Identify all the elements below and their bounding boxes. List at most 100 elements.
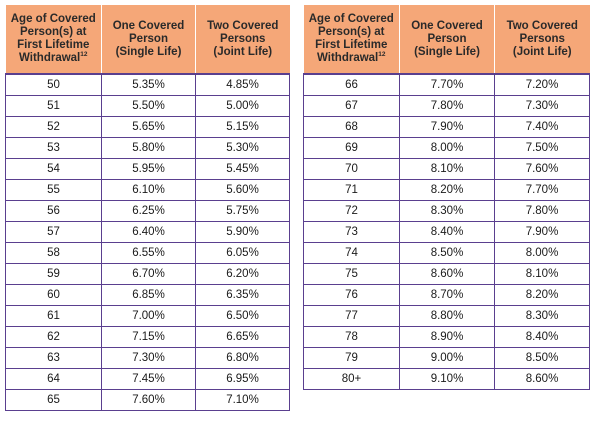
single-life-rate-cell: 6.25% bbox=[101, 200, 196, 222]
age-cell: 77 bbox=[303, 305, 400, 327]
single-life-rate-cell: 8.40% bbox=[399, 221, 495, 243]
age-cell: 54 bbox=[5, 158, 102, 180]
joint-life-rate-cell: 5.00% bbox=[195, 95, 290, 117]
single-life-rate-cell: 6.55% bbox=[101, 242, 196, 264]
joint-life-rate-cell: 7.50% bbox=[494, 137, 590, 159]
joint-life-rate-cell: 5.30% bbox=[195, 137, 290, 159]
joint-life-rate-cell: 7.20% bbox=[494, 73, 590, 96]
joint-life-rate-cell: 6.05% bbox=[195, 242, 290, 264]
table-row: 79 9.00% 8.50% bbox=[303, 347, 590, 369]
joint-life-rate-cell: 5.60% bbox=[195, 179, 290, 201]
table-row: 51 5.50% 5.00% bbox=[5, 95, 290, 117]
single-life-rate-cell: 8.20% bbox=[399, 179, 495, 201]
footnote-marker: 12 bbox=[80, 51, 88, 59]
age-cell: 68 bbox=[303, 116, 400, 138]
age-cell: 75 bbox=[303, 263, 400, 285]
table-row: 60 6.85% 6.35% bbox=[5, 284, 290, 306]
age-cell: 57 bbox=[5, 221, 102, 243]
table-row: 50 5.35% 4.85% bbox=[5, 73, 290, 96]
header-joint-life: Two Covered Persons (Joint Life) bbox=[494, 5, 590, 74]
joint-life-rate-cell: 5.45% bbox=[195, 158, 290, 180]
age-cell: 73 bbox=[303, 221, 400, 243]
joint-life-rate-cell: 6.50% bbox=[195, 305, 290, 327]
single-life-rate-cell: 6.10% bbox=[101, 179, 196, 201]
single-life-rate-cell: 7.15% bbox=[101, 326, 196, 348]
table-row: 66 7.70% 7.20% bbox=[303, 73, 590, 96]
table-row: 57 6.40% 5.90% bbox=[5, 221, 290, 243]
joint-life-rate-cell: 7.60% bbox=[494, 158, 590, 180]
header-age: Age of Covered Person(s) at First Lifeti… bbox=[5, 5, 102, 74]
joint-life-rate-cell: 7.90% bbox=[494, 221, 590, 243]
joint-life-rate-cell: 6.65% bbox=[195, 326, 290, 348]
joint-life-rate-cell: 8.30% bbox=[494, 305, 590, 327]
age-cell: 76 bbox=[303, 284, 400, 306]
age-cell: 51 bbox=[5, 95, 102, 117]
joint-life-rate-cell: 6.80% bbox=[195, 347, 290, 369]
single-life-rate-cell: 8.00% bbox=[399, 137, 495, 159]
single-life-rate-cell: 8.70% bbox=[399, 284, 495, 306]
single-life-rate-cell: 7.30% bbox=[101, 347, 196, 369]
table-row: 73 8.40% 7.90% bbox=[303, 221, 590, 243]
joint-life-rate-cell: 7.10% bbox=[195, 389, 290, 411]
single-life-rate-cell: 8.50% bbox=[399, 242, 495, 264]
single-life-rate-cell: 7.60% bbox=[101, 389, 196, 411]
age-cell: 62 bbox=[5, 326, 102, 348]
table-row: 61 7.00% 6.50% bbox=[5, 305, 290, 327]
table-row: 77 8.80% 8.30% bbox=[303, 305, 590, 327]
age-cell: 74 bbox=[303, 242, 400, 264]
joint-life-rate-cell: 8.50% bbox=[494, 347, 590, 369]
joint-life-rate-cell: 6.35% bbox=[195, 284, 290, 306]
table-row: 69 8.00% 7.50% bbox=[303, 137, 590, 159]
table-row: 59 6.70% 6.20% bbox=[5, 263, 290, 285]
age-cell: 53 bbox=[5, 137, 102, 159]
table-row: 64 7.45% 6.95% bbox=[5, 368, 290, 390]
age-cell: 79 bbox=[303, 347, 400, 369]
age-cell: 71 bbox=[303, 179, 400, 201]
header-row: Age of Covered Person(s) at First Lifeti… bbox=[5, 5, 290, 74]
header-single-life: One Covered Person (Single Life) bbox=[101, 5, 196, 74]
footnote-marker: 12 bbox=[378, 51, 386, 59]
single-life-rate-cell: 5.65% bbox=[101, 116, 196, 138]
age-cell: 80+ bbox=[303, 368, 400, 390]
table-row: 71 8.20% 7.70% bbox=[303, 179, 590, 201]
joint-life-rate-cell: 8.20% bbox=[494, 284, 590, 306]
table-row: 72 8.30% 7.80% bbox=[303, 200, 590, 222]
age-cell: 70 bbox=[303, 158, 400, 180]
single-life-rate-cell: 7.90% bbox=[399, 116, 495, 138]
joint-life-rate-cell: 8.00% bbox=[494, 242, 590, 264]
table-row: 80+ 9.10% 8.60% bbox=[303, 368, 590, 390]
single-life-rate-cell: 7.70% bbox=[399, 73, 495, 96]
table-row: 55 6.10% 5.60% bbox=[5, 179, 290, 201]
table-row: 52 5.65% 5.15% bbox=[5, 116, 290, 138]
single-life-rate-cell: 8.10% bbox=[399, 158, 495, 180]
joint-life-rate-cell: 7.70% bbox=[494, 179, 590, 201]
table-row: 74 8.50% 8.00% bbox=[303, 242, 590, 264]
single-life-rate-cell: 9.10% bbox=[399, 368, 495, 390]
single-life-rate-cell: 5.50% bbox=[101, 95, 196, 117]
joint-life-rate-cell: 5.75% bbox=[195, 200, 290, 222]
joint-life-rate-cell: 7.80% bbox=[494, 200, 590, 222]
single-life-rate-cell: 8.90% bbox=[399, 326, 495, 348]
header-single-life: One Covered Person (Single Life) bbox=[399, 5, 495, 74]
withdrawal-table-left: Age of Covered Person(s) at First Lifeti… bbox=[5, 5, 290, 411]
joint-life-rate-cell: 7.30% bbox=[494, 95, 590, 117]
table-row: 63 7.30% 6.80% bbox=[5, 347, 290, 369]
age-cell: 63 bbox=[5, 347, 102, 369]
age-cell: 67 bbox=[303, 95, 400, 117]
age-cell: 78 bbox=[303, 326, 400, 348]
table-row: 56 6.25% 5.75% bbox=[5, 200, 290, 222]
table-row: 76 8.70% 8.20% bbox=[303, 284, 590, 306]
table-row: 54 5.95% 5.45% bbox=[5, 158, 290, 180]
table-row: 53 5.80% 5.30% bbox=[5, 137, 290, 159]
age-cell: 66 bbox=[303, 73, 400, 96]
age-cell: 59 bbox=[5, 263, 102, 285]
header-joint-life: Two Covered Persons (Joint Life) bbox=[195, 5, 290, 74]
joint-life-rate-cell: 5.90% bbox=[195, 221, 290, 243]
joint-life-rate-cell: 4.85% bbox=[195, 73, 290, 96]
single-life-rate-cell: 7.45% bbox=[101, 368, 196, 390]
joint-life-rate-cell: 8.10% bbox=[494, 263, 590, 285]
table-row: 58 6.55% 6.05% bbox=[5, 242, 290, 264]
age-cell: 52 bbox=[5, 116, 102, 138]
joint-life-rate-cell: 5.15% bbox=[195, 116, 290, 138]
joint-life-rate-cell: 8.60% bbox=[494, 368, 590, 390]
